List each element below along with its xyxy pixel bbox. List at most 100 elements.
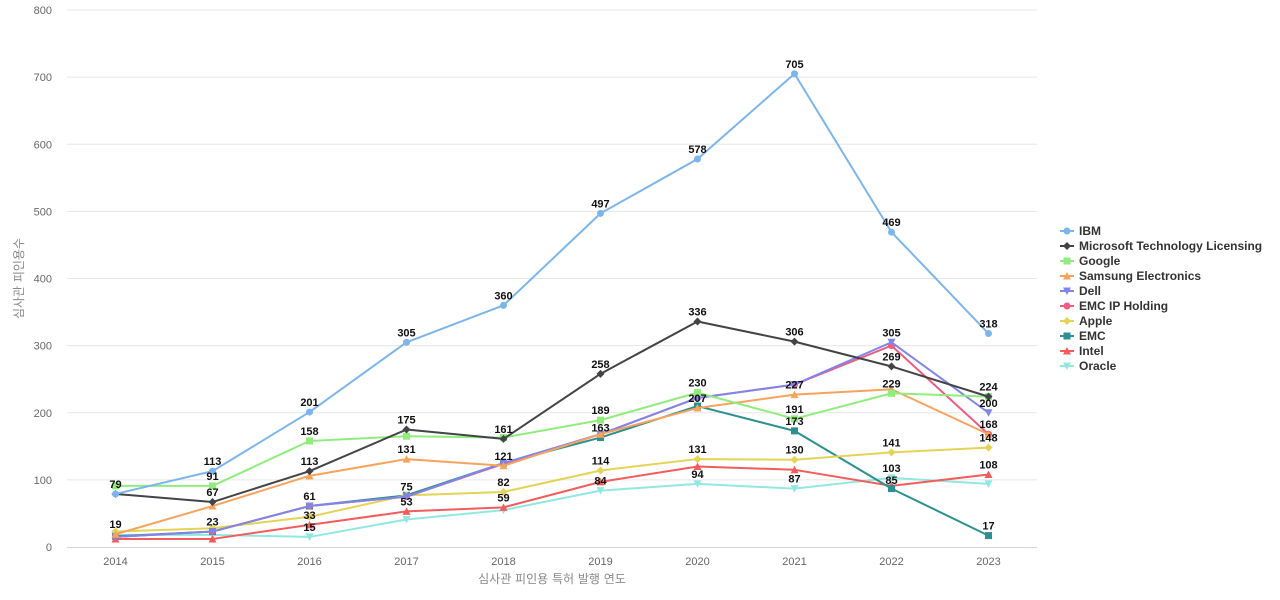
data-label: 91	[206, 471, 218, 483]
point-google	[112, 482, 119, 490]
y-tick-label: 600	[34, 139, 52, 151]
legend-label: EMC	[1079, 329, 1106, 343]
data-label: 578	[688, 144, 706, 156]
point-apple	[499, 487, 508, 496]
data-label: 305	[882, 327, 900, 339]
point-google	[694, 389, 701, 397]
point-dell	[984, 409, 993, 417]
data-label: 84	[594, 476, 607, 488]
legend-item-emc[interactable]: EMC	[1060, 329, 1106, 343]
point-google	[597, 416, 604, 424]
point-ibm	[306, 408, 313, 416]
legend-label: EMC IP Holding	[1079, 299, 1168, 313]
data-label: 201	[300, 397, 318, 409]
point-ibm	[694, 155, 701, 163]
legend-item-microsoft-technology-licensing[interactable]: Microsoft Technology Licensing	[1060, 239, 1262, 253]
y-tick-label: 400	[34, 274, 52, 286]
series-oracle	[111, 474, 993, 541]
point-emc	[888, 485, 895, 493]
data-label: 59	[497, 492, 509, 504]
point-google	[888, 389, 895, 397]
point-samsung-electronics	[111, 530, 120, 538]
data-label: 131	[397, 444, 415, 456]
point-oracle	[984, 480, 993, 488]
point-apple	[984, 443, 993, 452]
data-label: 230	[688, 378, 706, 390]
point-oracle	[305, 533, 314, 541]
legend-marker	[1063, 287, 1071, 295]
series-ibm	[112, 70, 992, 498]
y-axis-ticks: 0 100 200 300 400 500 600 700 800	[34, 5, 52, 554]
data-label: 161	[494, 424, 512, 436]
legend-marker	[1063, 347, 1071, 355]
point-google	[403, 432, 410, 440]
data-label: 175	[397, 415, 415, 427]
point-dell	[208, 528, 217, 536]
point-oracle	[596, 487, 605, 495]
point-intel	[693, 462, 702, 470]
data-label: 224	[979, 382, 998, 394]
series-line-ibm	[115, 72, 990, 495]
data-label: 121	[494, 451, 512, 463]
x-tick-label: 2022	[879, 556, 903, 568]
y-tick-label: 0	[46, 542, 52, 554]
legend-item-oracle[interactable]: Oracle	[1060, 359, 1117, 373]
data-label: 306	[785, 327, 803, 339]
series-google	[112, 389, 992, 490]
point-dell	[305, 502, 314, 511]
legend-item-intel[interactable]: Intel	[1060, 344, 1104, 358]
series-line-dell	[115, 341, 990, 538]
point-samsung-electronics	[596, 430, 605, 438]
legend-label: Intel	[1079, 344, 1104, 358]
legend-item-google[interactable]: Google	[1060, 254, 1121, 268]
point-oracle	[887, 474, 896, 482]
x-tick-label: 2014	[103, 556, 127, 568]
series-line-emc-ip-holding	[115, 344, 990, 538]
legend-item-samsung-electronics[interactable]: Samsung Electronics	[1060, 269, 1201, 283]
x-tick-label: 2017	[394, 556, 418, 568]
data-label: 148	[979, 433, 997, 445]
y-tick-label: 500	[34, 206, 52, 218]
legend-item-dell[interactable]: Dell	[1060, 284, 1101, 298]
legend-item-ibm[interactable]: IBM	[1060, 224, 1101, 238]
point-dell	[887, 338, 896, 347]
point-apple	[693, 455, 702, 464]
point-samsung-electronics	[305, 471, 314, 480]
series-samsung-electronics	[111, 385, 993, 538]
legend-item-apple[interactable]: Apple	[1060, 314, 1113, 328]
point-oracle	[790, 485, 799, 493]
x-axis-ticks: 2014 2015 2016 2017 2018 2019 2020 2021 2022 2023	[103, 556, 1000, 568]
point-dell	[693, 394, 702, 402]
point-intel	[402, 507, 411, 515]
point-intel	[499, 503, 508, 511]
point-microsoft-technology-licensing	[693, 317, 702, 326]
data-label: 258	[591, 359, 609, 371]
data-label: 61	[303, 491, 315, 503]
data-label: 168	[979, 419, 997, 431]
series-line-apple	[115, 446, 989, 533]
point-dell	[402, 493, 411, 501]
data-label: 67	[206, 487, 218, 499]
point-intel	[790, 465, 799, 474]
data-label: 82	[497, 477, 509, 489]
series-apple	[111, 443, 993, 536]
point-google	[791, 415, 798, 423]
data-label: 189	[591, 405, 609, 417]
legend-marker	[1063, 317, 1071, 325]
data-label: 87	[788, 474, 800, 486]
data-label: 207	[688, 393, 706, 405]
data-label: 33	[303, 510, 315, 522]
data-label: 130	[785, 445, 803, 457]
y-tick-label: 700	[34, 72, 52, 84]
series-line-intel	[115, 465, 989, 540]
legend-item-emc-ip-holding[interactable]: EMC IP Holding	[1060, 299, 1168, 313]
legend-marker	[1063, 332, 1071, 340]
data-label: 269	[882, 351, 900, 363]
point-samsung-electronics	[402, 455, 411, 463]
series-line-oracle	[115, 476, 989, 538]
point-microsoft-technology-licensing	[402, 425, 411, 434]
data-label: 131	[688, 444, 706, 456]
data-label: 469	[882, 217, 900, 229]
legend-marker	[1063, 272, 1071, 280]
